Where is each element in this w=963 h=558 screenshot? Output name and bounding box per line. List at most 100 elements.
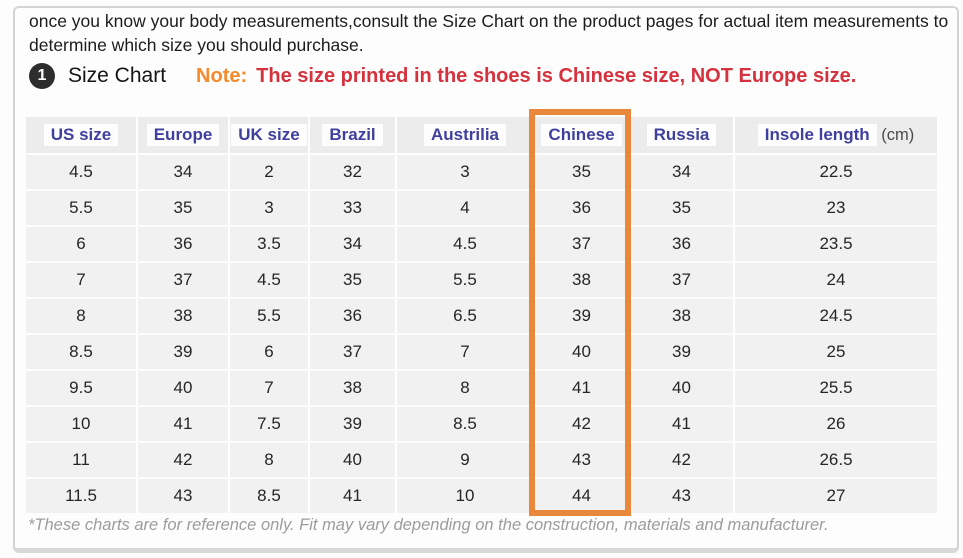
table-cell: 40 [308, 443, 395, 477]
table-row: 4.5 34 2 32 3 35 34 22.5 [26, 155, 937, 189]
table-cell: 36 [136, 227, 228, 261]
table-cell: 8.5 [26, 335, 136, 369]
table-cell: 36 [628, 227, 733, 261]
table-cell: 8.5 [228, 479, 308, 513]
header-row: US size Europe UK size Brazil Austrilia Chine… [26, 117, 937, 153]
table-cell: 22.5 [733, 155, 937, 189]
footnote-text: *These charts are for reference only. Fi… [28, 516, 829, 534]
table-cell: 44 [533, 479, 628, 513]
table-cell: 35 [308, 263, 395, 297]
table-row: 5.5 35 3 33 4 36 35 23 [26, 191, 937, 225]
column-header-brazil: Brazil [308, 117, 395, 153]
table-row: 8 38 5.5 36 6.5 39 38 24.5 [26, 299, 937, 333]
table-cell: 37 [308, 335, 395, 369]
table-cell: 39 [628, 335, 733, 369]
column-header-uk-size: UK size [228, 117, 308, 153]
table-cell: 23.5 [733, 227, 937, 261]
table-row: 11.5 43 8.5 41 10 44 43 27 [26, 479, 937, 513]
table-row: 9.5 40 7 38 8 41 40 25.5 [26, 371, 937, 405]
table-cell: 41 [136, 407, 228, 441]
column-header-russia: Russia [628, 117, 733, 153]
table-cell: 8 [395, 371, 533, 405]
table-cell: 24 [733, 263, 937, 297]
table-cell: 9.5 [26, 371, 136, 405]
table-cell: 38 [628, 299, 733, 333]
table-cell: 6.5 [395, 299, 533, 333]
table-cell: 39 [136, 335, 228, 369]
section-title: Size Chart [68, 64, 167, 87]
table-cell: 10 [26, 407, 136, 441]
table-cell: 4.5 [228, 263, 308, 297]
table-cell: 43 [628, 479, 733, 513]
table-cell: 34 [136, 155, 228, 189]
table-cell: 26 [733, 407, 937, 441]
table-cell: 9 [395, 443, 533, 477]
table-cell: 7 [395, 335, 533, 369]
table-cell: 10 [395, 479, 533, 513]
table-cell: 37 [136, 263, 228, 297]
table-cell: 39 [533, 299, 628, 333]
table-cell: 35 [628, 191, 733, 225]
column-header-us-size: US size [26, 117, 136, 153]
table-cell: 42 [628, 443, 733, 477]
table-cell: 25.5 [733, 371, 937, 405]
table-cell: 24.5 [733, 299, 937, 333]
number-one-badge-icon: 1 [29, 63, 55, 89]
table-row: 8.5 39 6 37 7 40 39 25 [26, 335, 937, 369]
table-cell: 40 [533, 335, 628, 369]
table-cell: 40 [136, 371, 228, 405]
table-cell: 25 [733, 335, 937, 369]
table-cell: 43 [136, 479, 228, 513]
table-cell: 4.5 [26, 155, 136, 189]
table-cell: 37 [628, 263, 733, 297]
table-cell: 5.5 [26, 191, 136, 225]
table-cell: 5.5 [228, 299, 308, 333]
table-cell: 35 [136, 191, 228, 225]
table-cell: 36 [533, 191, 628, 225]
table-cell: 38 [533, 263, 628, 297]
note-label: Note: [196, 64, 248, 87]
table-row: 7 37 4.5 35 5.5 38 37 24 [26, 263, 937, 297]
table-cell: 23 [733, 191, 937, 225]
table-cell: 39 [308, 407, 395, 441]
column-header-europe: Europe [136, 117, 228, 153]
table-cell: 8 [26, 299, 136, 333]
table-cell: 3 [395, 155, 533, 189]
table-cell: 11 [26, 443, 136, 477]
table-cell: 7 [26, 263, 136, 297]
table-cell: 42 [533, 407, 628, 441]
table-cell: 5.5 [395, 263, 533, 297]
table-cell: 8.5 [395, 407, 533, 441]
table-cell: 2 [228, 155, 308, 189]
table-cell: 11.5 [26, 479, 136, 513]
table-cell: 6 [228, 335, 308, 369]
table-cell: 3 [228, 191, 308, 225]
table-cell: 43 [533, 443, 628, 477]
table-cell: 36 [308, 299, 395, 333]
table-cell: 27 [733, 479, 937, 513]
table-cell: 41 [533, 371, 628, 405]
table-cell: 8 [228, 443, 308, 477]
size-table-body: 4.5 34 2 32 3 35 34 22.5 5.5 35 3 33 4 36 35 23 6 36 3.5 34… [26, 155, 937, 513]
table-cell: 37 [533, 227, 628, 261]
column-header-insole-length: Insole length (cm) [733, 117, 937, 153]
table-cell: 33 [308, 191, 395, 225]
table-cell: 35 [533, 155, 628, 189]
note-warning-text: The size printed in the shoes is Chinese… [256, 64, 857, 87]
table-cell: 7.5 [228, 407, 308, 441]
table-cell: 42 [136, 443, 228, 477]
table-row: 11 42 8 40 9 43 42 26.5 [26, 443, 937, 477]
intro-text: once you know your body measurements,con… [29, 11, 949, 55]
table-cell: 38 [136, 299, 228, 333]
size-table: US size Europe UK size Brazil Austrilia Chine… [26, 115, 937, 515]
table-cell: 41 [628, 407, 733, 441]
column-header-chinese: Chinese [533, 117, 628, 153]
table-cell: 32 [308, 155, 395, 189]
table-cell: 34 [628, 155, 733, 189]
table-cell: 7 [228, 371, 308, 405]
column-header-austrilia: Austrilia [395, 117, 533, 153]
table-cell: 26.5 [733, 443, 937, 477]
table-cell: 38 [308, 371, 395, 405]
table-cell: 3.5 [228, 227, 308, 261]
